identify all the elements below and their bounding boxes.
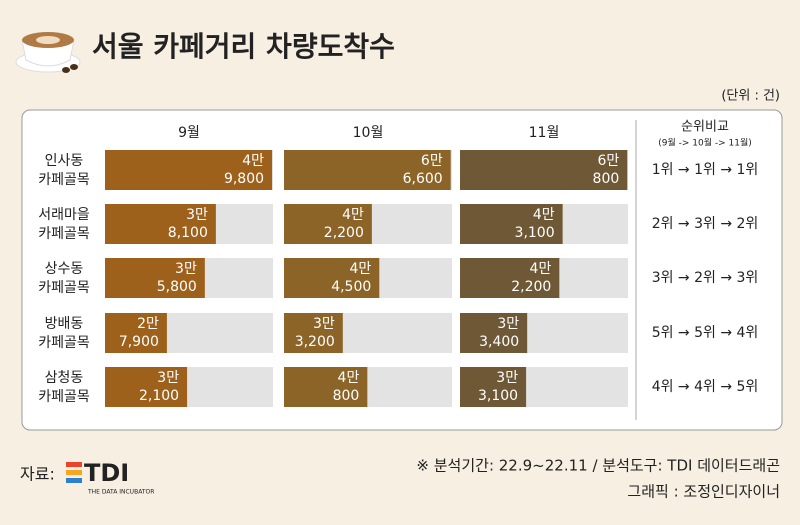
rank-text: 5위 → 5위 → 4위 xyxy=(652,325,759,341)
value-label: 6만 xyxy=(597,153,619,169)
value-label: 3,100 xyxy=(515,225,555,241)
bar xyxy=(284,204,372,244)
bar xyxy=(105,258,205,298)
coffee-icon xyxy=(15,32,81,73)
logo-subtext: THE DATA INCUBATOR xyxy=(87,489,154,496)
value-label: 6만 xyxy=(421,153,443,169)
value-label: 3,400 xyxy=(479,334,519,350)
rank-text: 1위 → 1위 → 1위 xyxy=(652,162,759,178)
rank-subheader: (9월 -> 10월 -> 11월) xyxy=(658,137,752,149)
bar xyxy=(105,313,167,353)
value-label: 2,200 xyxy=(324,225,364,241)
value-label: 2만 xyxy=(137,316,159,332)
value-label: 4만 xyxy=(530,261,552,277)
value-label: 2,200 xyxy=(511,279,551,295)
logo-text: TDI xyxy=(84,459,129,487)
bar xyxy=(460,313,528,353)
value-label: 3만 xyxy=(313,316,335,332)
category-label: 카페골목 xyxy=(38,335,90,351)
category-label: 상수동 xyxy=(45,261,84,277)
bar xyxy=(284,367,368,407)
bar xyxy=(460,204,563,244)
category-label: 카페골목 xyxy=(38,172,90,188)
value-label: 4만 xyxy=(242,153,264,169)
value-label: 6,600 xyxy=(403,171,443,187)
value-label: 9,800 xyxy=(224,171,264,187)
category-label: 카페골목 xyxy=(38,389,90,405)
value-label: 800 xyxy=(593,171,620,187)
unit-label: (단위 : 건) xyxy=(721,89,780,104)
rank-text: 2위 → 3위 → 2위 xyxy=(652,216,759,232)
category-label: 카페골목 xyxy=(38,280,90,296)
rank-text: 3위 → 2위 → 3위 xyxy=(652,270,759,286)
value-label: 3만 xyxy=(496,370,518,386)
value-label: 4,500 xyxy=(331,279,371,295)
rank-text: 4위 → 4위 → 5위 xyxy=(652,379,759,395)
category-label: 방배동 xyxy=(45,316,84,332)
value-label: 7,900 xyxy=(119,334,159,350)
value-label: 2,100 xyxy=(139,388,179,404)
series-header: 9월 xyxy=(178,125,200,141)
bar xyxy=(460,367,527,407)
value-label: 5,800 xyxy=(157,279,197,295)
category-label: 서래마을 xyxy=(38,207,90,223)
bar xyxy=(284,313,343,353)
value-label: 4만 xyxy=(533,207,555,223)
category-label: 카페골목 xyxy=(38,226,90,242)
value-label: 3,100 xyxy=(478,388,518,404)
source-label: 자료: xyxy=(20,465,55,484)
note: ※ 분석기간: 22.9~22.11 / 분석도구: TDI 데이터드래곤 xyxy=(416,457,780,475)
value-label: 800 xyxy=(333,388,360,404)
bar xyxy=(105,367,188,407)
value-label: 3만 xyxy=(175,261,197,277)
note: 그래픽 : 조정인디자이너 xyxy=(627,483,780,501)
value-label: 8,100 xyxy=(168,225,208,241)
bar xyxy=(284,150,451,190)
bar xyxy=(460,150,628,190)
title: 서울 카페거리 차량도착수 xyxy=(92,30,395,63)
bar xyxy=(105,204,216,244)
value-label: 3만 xyxy=(157,370,179,386)
value-label: 4만 xyxy=(338,370,360,386)
bar xyxy=(105,150,273,190)
category-label: 삼청동 xyxy=(45,370,84,386)
category-label: 인사동 xyxy=(45,153,84,169)
value-label: 3만 xyxy=(497,316,519,332)
bar xyxy=(460,258,560,298)
rank-header: 순위비교 xyxy=(681,120,729,135)
value-label: 4만 xyxy=(350,261,372,277)
value-label: 3,200 xyxy=(295,334,335,350)
series-header: 10월 xyxy=(353,125,384,141)
logo: TDI THE DATA INCUBATOR xyxy=(66,459,154,496)
value-label: 4만 xyxy=(342,207,364,223)
series-header: 11월 xyxy=(529,125,560,141)
value-label: 3만 xyxy=(186,207,208,223)
bar xyxy=(284,258,380,298)
